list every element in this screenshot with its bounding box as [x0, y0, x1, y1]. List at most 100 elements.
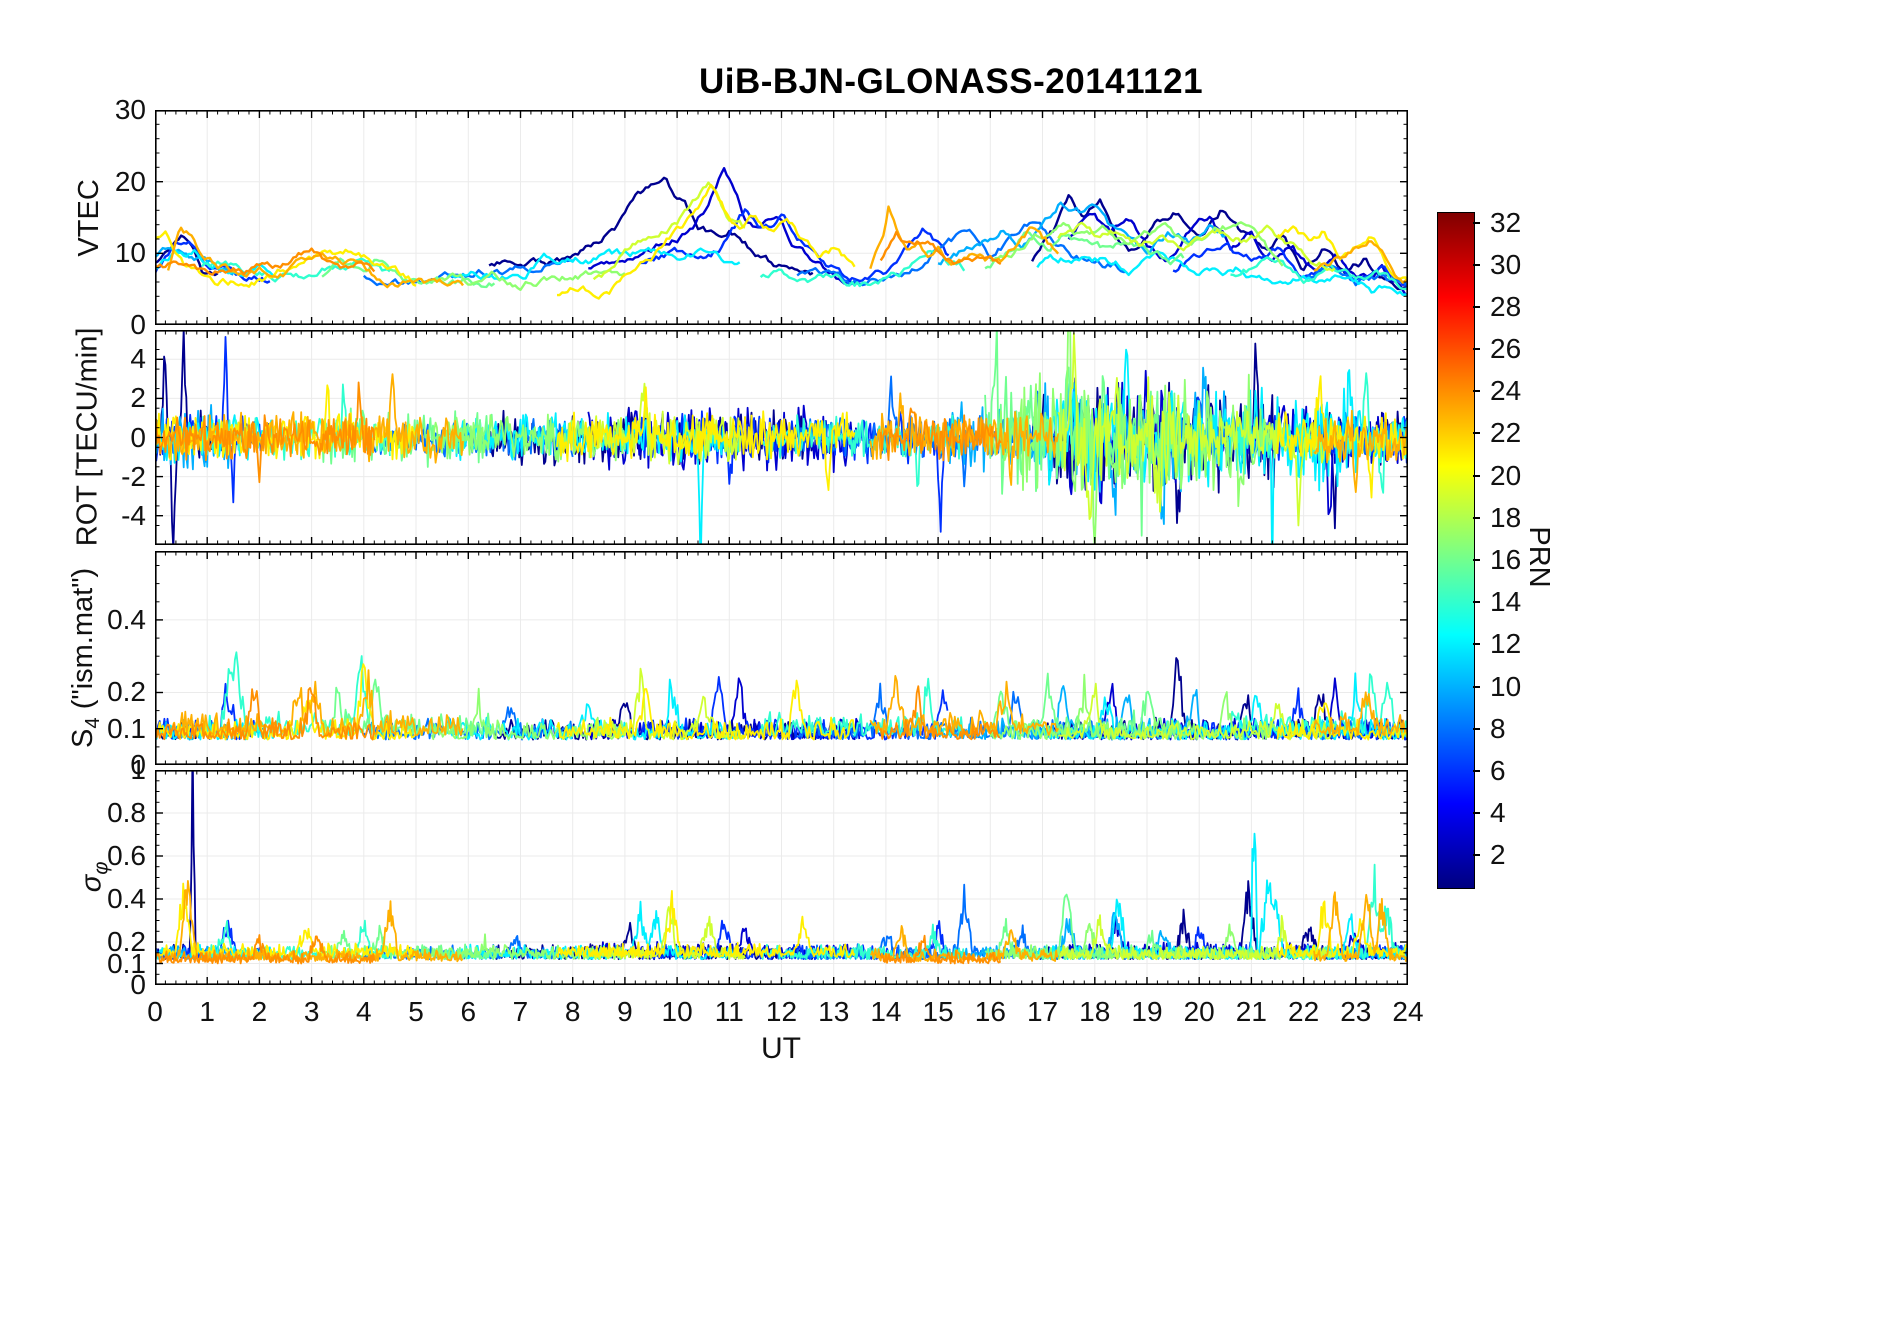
x-tick-label-9: 9	[617, 996, 633, 1027]
colorbar-label: PRN	[1523, 526, 1556, 588]
panel-sigma-phi	[155, 770, 1408, 985]
series-rot-prn-21	[556, 386, 856, 491]
series-rot-prn-23	[1313, 409, 1408, 493]
colorbar-tick-mark	[1473, 221, 1480, 224]
series-s4-prn-21	[155, 663, 416, 741]
axes-border	[155, 551, 1408, 765]
series-s4-prn-24	[879, 685, 1001, 741]
series-s4-prn-23	[1313, 691, 1408, 737]
y-tick-label-vtec-10: 10	[114, 237, 146, 269]
y-tick-label-sigma-1: 1	[130, 754, 146, 785]
y-tick-label-rot--2: -2	[121, 460, 146, 492]
series-s4-prn-17	[430, 687, 626, 741]
colorbar-tick-mark	[1473, 263, 1480, 266]
colorbar-tick-label-28: 28	[1490, 290, 1522, 322]
colorbar-tick-label-30: 30	[1490, 248, 1522, 280]
series-s4-prn-19	[1057, 682, 1335, 741]
colorbar-tick-label-16: 16	[1490, 544, 1522, 576]
colorbar-tick-mark	[1473, 727, 1480, 730]
y-tick-label-sigma-0.6: 0.6	[107, 840, 146, 871]
x-tick-label-14: 14	[870, 996, 902, 1027]
y-tick-label-rot-4: 4	[130, 343, 146, 375]
x-tick-label-23: 23	[1340, 996, 1372, 1027]
colorbar-tick-label-12: 12	[1490, 628, 1522, 660]
colorbar-tick-mark	[1473, 854, 1480, 857]
series-vtec-prn-23	[166, 226, 464, 289]
series-rot-prn-24	[879, 407, 1002, 462]
series-rot-prn-1	[155, 330, 219, 545]
y-tick-label-vtec-30: 30	[114, 94, 146, 125]
x-tick-label-11: 11	[714, 996, 744, 1027]
series-vtec-prn-3	[588, 167, 861, 287]
series-rot-prn-16	[321, 407, 495, 468]
colorbar-tick-label-4: 4	[1490, 797, 1506, 829]
colorbar-tick-mark	[1473, 769, 1480, 772]
x-tick-label-5: 5	[408, 996, 424, 1027]
x-tick-label-24: 24	[1392, 996, 1424, 1027]
x-axis-label: UT	[761, 1032, 801, 1065]
x-tick-label-2: 2	[251, 996, 268, 1027]
colorbar-tick-label-18: 18	[1490, 501, 1522, 533]
series-sigma-prn-14	[759, 923, 966, 961]
colorbar-tick-mark	[1473, 516, 1480, 519]
x-tick-label-13: 13	[818, 996, 850, 1027]
series-vtec-prn-3	[1067, 212, 1408, 296]
y-tick-label-rot-2: 2	[130, 382, 146, 414]
colorbar	[1437, 212, 1475, 889]
y-tick-label-sigma-0: 0	[130, 969, 146, 1000]
axes-border	[155, 110, 1408, 325]
y-tick-label-s4-0: 0	[130, 749, 146, 780]
series-s4-prn-24	[155, 687, 376, 741]
colorbar-tick-label-8: 8	[1490, 712, 1506, 744]
series-vtec-prn-6	[640, 208, 950, 283]
axes-border	[155, 330, 1408, 545]
y-tick-label-sigma-0.2: 0.2	[107, 926, 146, 957]
series-s4-prn-23	[167, 669, 464, 737]
series-vtec-prn-12	[446, 246, 741, 282]
axes-border	[155, 770, 1408, 985]
colorbar-tick-mark	[1473, 812, 1480, 815]
x-tick-label-10: 10	[661, 996, 693, 1027]
colorbar-tick-mark	[1473, 559, 1480, 562]
series-sigma-prn-24	[879, 934, 1002, 965]
colorbar-tick-label-32: 32	[1490, 206, 1522, 238]
series-vtec-prn-24	[879, 230, 1002, 266]
colorbar-tick-mark	[1473, 601, 1480, 604]
colorbar-tick-label-14: 14	[1490, 586, 1522, 618]
x-tick-label-18: 18	[1079, 996, 1111, 1027]
series-vtec-prn-14	[1230, 256, 1408, 291]
series-rot-prn-19	[1057, 332, 1336, 527]
series-sigma-prn-17	[430, 933, 626, 961]
series-vtec-prn-19	[1057, 221, 1336, 272]
series-rot-prn-17	[430, 413, 626, 463]
y-tick-label-sigma-0.4: 0.4	[107, 883, 146, 914]
panel-rot	[155, 330, 1408, 545]
x-tick-label-12: 12	[765, 996, 798, 1027]
series-vtec-prn-14	[201, 257, 391, 283]
colorbar-tick-label-24: 24	[1490, 375, 1522, 407]
x-tick-label-6: 6	[460, 996, 477, 1027]
series-sigma-prn-23	[167, 880, 464, 963]
x-tick-label-0: 0	[147, 996, 163, 1027]
y-tick-label-sigma-0.1: 0.1	[107, 947, 146, 979]
x-tick-label-17: 17	[1026, 996, 1059, 1027]
series-vtec-prn-1	[155, 234, 219, 277]
series-vtec-prn-12	[1036, 250, 1408, 298]
colorbar-tick-label-2: 2	[1490, 839, 1506, 871]
colorbar-tick-label-22: 22	[1490, 417, 1522, 449]
colorbar-tick-label-6: 6	[1490, 754, 1506, 786]
chart-title: UiB-BJN-GLONASS-20141121	[698, 62, 1204, 101]
colorbar-tick-mark	[1473, 390, 1480, 393]
y-tick-label-s4-0.1: 0.1	[107, 712, 146, 744]
x-tick-label-21: 21	[1235, 996, 1267, 1027]
colorbar-tick-mark	[1473, 432, 1480, 435]
colorbar-tick-mark	[1473, 474, 1480, 477]
x-tick-label-16: 16	[974, 996, 1006, 1027]
series-rot-prn-24	[155, 381, 376, 484]
series-sigma-prn-23	[1313, 891, 1408, 962]
y-tick-label-vtec-20: 20	[114, 165, 146, 197]
series-s4-prn-21	[556, 679, 856, 741]
x-tick-label-1: 1	[199, 996, 215, 1027]
x-tick-label-4: 4	[356, 996, 372, 1027]
series-vtec-prn-24	[155, 247, 376, 276]
